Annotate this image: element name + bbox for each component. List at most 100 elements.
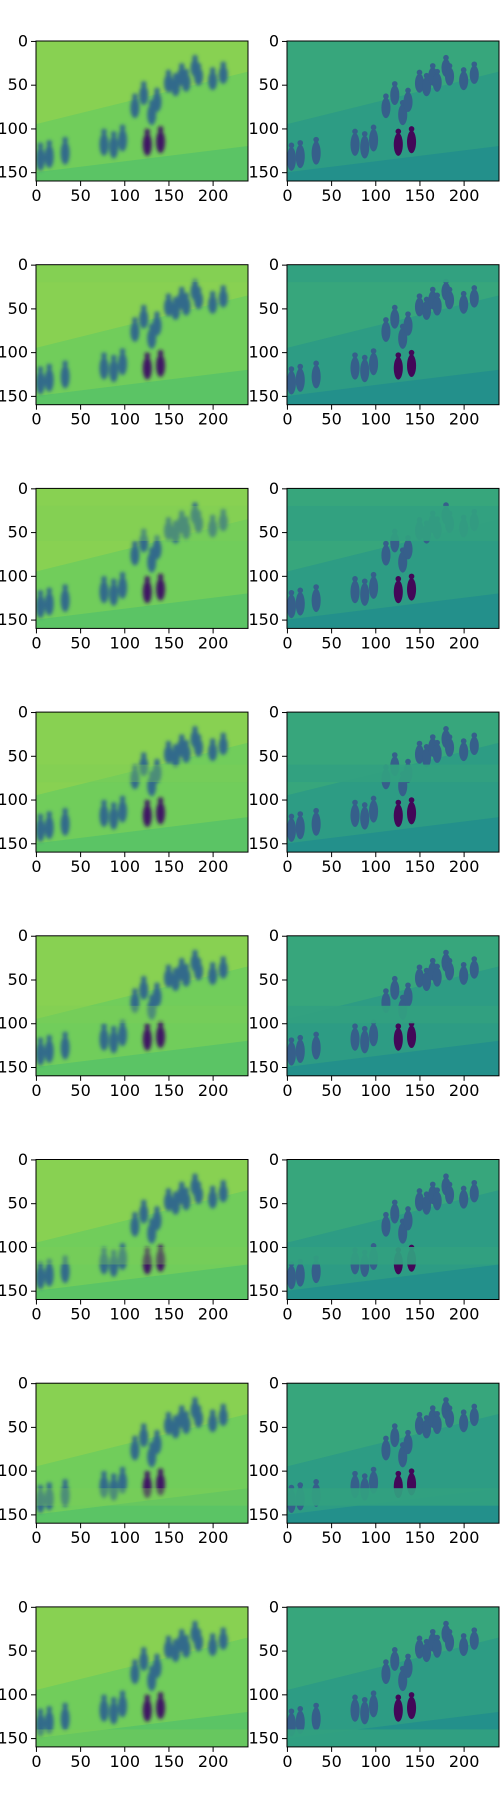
figure-mark — [407, 1696, 417, 1720]
figure-head-mark — [209, 1633, 216, 1639]
figures-layer — [36, 502, 228, 619]
figure-mark — [130, 1216, 140, 1237]
lower-field — [287, 1264, 499, 1300]
figure-head-mark — [370, 124, 377, 131]
y-tick-label: 0 — [18, 255, 28, 274]
figure-head-mark — [471, 1627, 478, 1633]
figure-head-mark — [352, 799, 358, 806]
figure-mark — [118, 576, 128, 599]
figure-mark — [295, 1039, 305, 1063]
figure-mark — [218, 1407, 228, 1427]
figure-mark — [147, 1222, 157, 1244]
figure-head-mark — [195, 63, 202, 69]
band-artifact — [36, 264, 248, 283]
panel-r3-c1 — [36, 488, 248, 629]
figure-mark — [36, 1265, 45, 1290]
figure-mark — [147, 1446, 157, 1468]
figure-head-mark — [220, 1403, 227, 1410]
figure-head-mark — [110, 131, 117, 137]
band-artifact — [287, 1005, 499, 1024]
figure-head-mark — [195, 1181, 202, 1188]
x-tick-label: 100 — [361, 633, 392, 652]
figure-head-mark — [383, 1211, 389, 1218]
figure-head-mark — [192, 1173, 198, 1180]
figure-mark — [139, 980, 149, 1000]
figure-head-mark — [297, 1034, 304, 1041]
figure-head-mark — [37, 813, 44, 820]
figure-mark — [147, 327, 157, 349]
figure-mark — [171, 971, 181, 992]
lower-field — [287, 593, 499, 629]
y-tick-label: 50 — [8, 523, 28, 542]
figure-mark — [118, 1471, 128, 1494]
figure-mark — [369, 128, 379, 152]
figure-mark — [181, 1638, 191, 1658]
figure-head-mark — [429, 957, 436, 964]
figure-head-mark — [154, 1206, 160, 1212]
figure-head-mark — [183, 963, 189, 970]
y-tick-label: 150 — [248, 610, 279, 629]
axes-frame — [286, 1382, 500, 1524]
figure-mark — [208, 71, 218, 91]
figure-head-mark — [416, 1635, 423, 1642]
y-tick-label: 100 — [0, 566, 28, 585]
figure-head-mark — [416, 964, 423, 971]
figure-head-mark — [446, 957, 453, 964]
figure-head-mark — [288, 589, 295, 596]
figure-head-mark — [297, 811, 304, 817]
figure-mark — [422, 300, 432, 320]
figure-mark — [142, 580, 152, 604]
figure-mark — [407, 801, 417, 825]
figure-mark — [381, 321, 391, 342]
x-tick-label: 150 — [154, 633, 185, 652]
y-tick-label: 150 — [248, 1057, 279, 1076]
x-tick-label: 100 — [361, 857, 392, 876]
figure-mark — [139, 1203, 149, 1224]
x-tick-label: 200 — [198, 1081, 229, 1100]
figure-head-mark — [183, 292, 189, 299]
y-tick-label: 100 — [0, 1461, 28, 1480]
figure-mark — [60, 1483, 70, 1507]
x-tick-label: 0 — [31, 1528, 41, 1547]
figure-mark — [432, 1191, 442, 1211]
figure-mark — [403, 986, 413, 1007]
figure-head-mark — [172, 1191, 179, 1198]
figure-head-mark — [391, 1423, 398, 1429]
figure-head-mark — [391, 1199, 398, 1206]
y-tick-label: 0 — [18, 479, 28, 498]
figure-head-mark — [391, 1647, 398, 1653]
figure-head-mark — [62, 807, 68, 814]
figure-head-mark — [434, 963, 440, 970]
figure-mark — [109, 582, 119, 606]
figures-layer — [287, 1620, 479, 1737]
figure-head-mark — [391, 304, 398, 311]
x-tick-label: 150 — [154, 186, 185, 205]
figure-mark — [403, 1434, 413, 1455]
figure-head-mark — [313, 1031, 319, 1038]
figure-mark — [445, 1409, 455, 1428]
x-tick-label: 150 — [405, 1081, 436, 1100]
x-tick-label: 200 — [198, 633, 229, 652]
figure-head-mark — [119, 348, 126, 354]
figure-mark — [459, 742, 469, 762]
figure-head-mark — [423, 296, 430, 303]
figure-mark — [287, 147, 296, 171]
figure-head-mark — [192, 725, 198, 732]
y-tick-label: 100 — [0, 790, 28, 809]
figure-head-mark — [429, 1405, 436, 1411]
figure-mark — [139, 1427, 149, 1448]
figure-mark — [393, 580, 403, 604]
figure-head-mark — [140, 1423, 147, 1429]
figure-mark — [350, 133, 360, 156]
y-tick-label: 100 — [248, 1237, 279, 1256]
y-tick-label: 50 — [8, 746, 28, 765]
x-tick-label: 0 — [31, 186, 41, 205]
figure-head-mark — [101, 128, 107, 135]
figure-head-mark — [165, 1411, 172, 1418]
x-tick-label: 150 — [154, 410, 185, 429]
figure-mark — [459, 1413, 469, 1433]
axes-frame — [35, 935, 249, 1077]
figure-mark — [156, 354, 166, 377]
figure-mark — [369, 1471, 379, 1494]
band-artifact — [36, 1005, 248, 1024]
